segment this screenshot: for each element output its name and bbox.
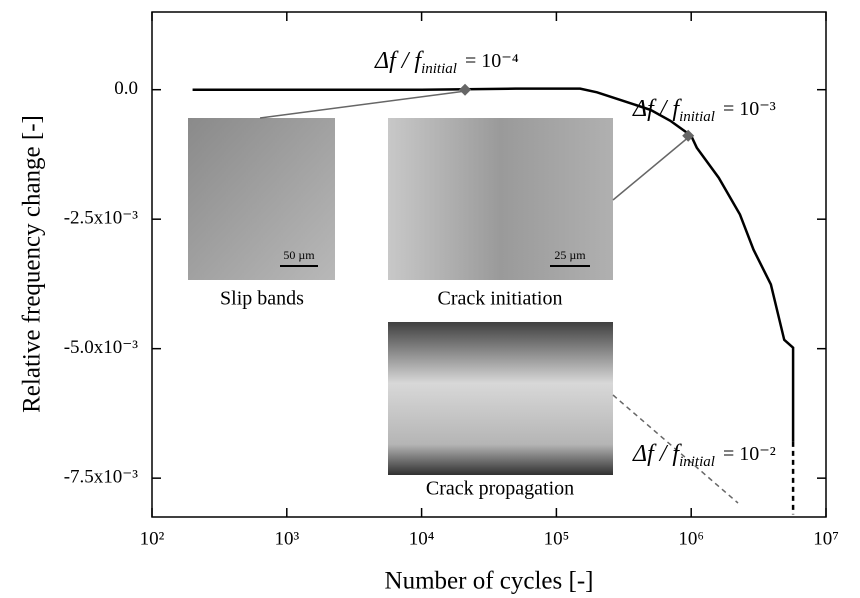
marker xyxy=(459,84,471,96)
y-tick-label: -5.0x10⁻³ xyxy=(64,337,139,358)
x-axis-label: Number of cycles [-] xyxy=(385,568,594,595)
y-tick-label: -7.5x10⁻³ xyxy=(64,467,139,488)
annotation-lhs: Δf / f xyxy=(632,96,682,122)
scale-label: 25 µm xyxy=(554,248,586,262)
annotation-rhs: = 10⁻⁴ xyxy=(465,50,519,72)
connector xyxy=(260,91,466,118)
inset-image xyxy=(388,322,613,475)
x-tick-label: 10⁴ xyxy=(409,528,435,549)
annotation-lhs: Δf / f xyxy=(632,441,682,467)
connector xyxy=(613,136,690,200)
x-tick-label: 10⁵ xyxy=(544,528,570,549)
y-tick-label: 0.0 xyxy=(114,78,138,99)
annotation-sub: initial xyxy=(421,61,457,77)
x-tick-label: 10³ xyxy=(274,528,299,549)
inset-caption: Crack initiation xyxy=(438,288,563,310)
annotation: Δf / finitial = 10⁻² xyxy=(632,441,776,471)
inset-caption: Slip bands xyxy=(220,288,304,310)
x-tick-label: 10⁷ xyxy=(813,528,839,549)
scale-label: 50 µm xyxy=(283,248,315,262)
inset-caption: Crack propagation xyxy=(426,478,574,500)
y-tick-label: -2.5x10⁻³ xyxy=(64,208,139,229)
x-tick-label: 10⁶ xyxy=(678,528,704,549)
annotation: Δf / finitial = 10⁻³ xyxy=(632,96,776,126)
x-tick-label: 10² xyxy=(140,528,165,549)
annotation-sub: initial xyxy=(679,109,715,125)
annotation-rhs: = 10⁻³ xyxy=(723,98,776,120)
annotation: Δf / finitial = 10⁻⁴ xyxy=(374,48,519,78)
annotation-sub: initial xyxy=(679,454,715,470)
y-axis-label: Relative frequency change [-] xyxy=(19,115,46,413)
annotation-lhs: Δf / f xyxy=(374,48,424,74)
annotation-rhs: = 10⁻² xyxy=(723,443,776,465)
chart: Slip bands 50 µm Crack initiation 25 µm … xyxy=(0,0,860,598)
